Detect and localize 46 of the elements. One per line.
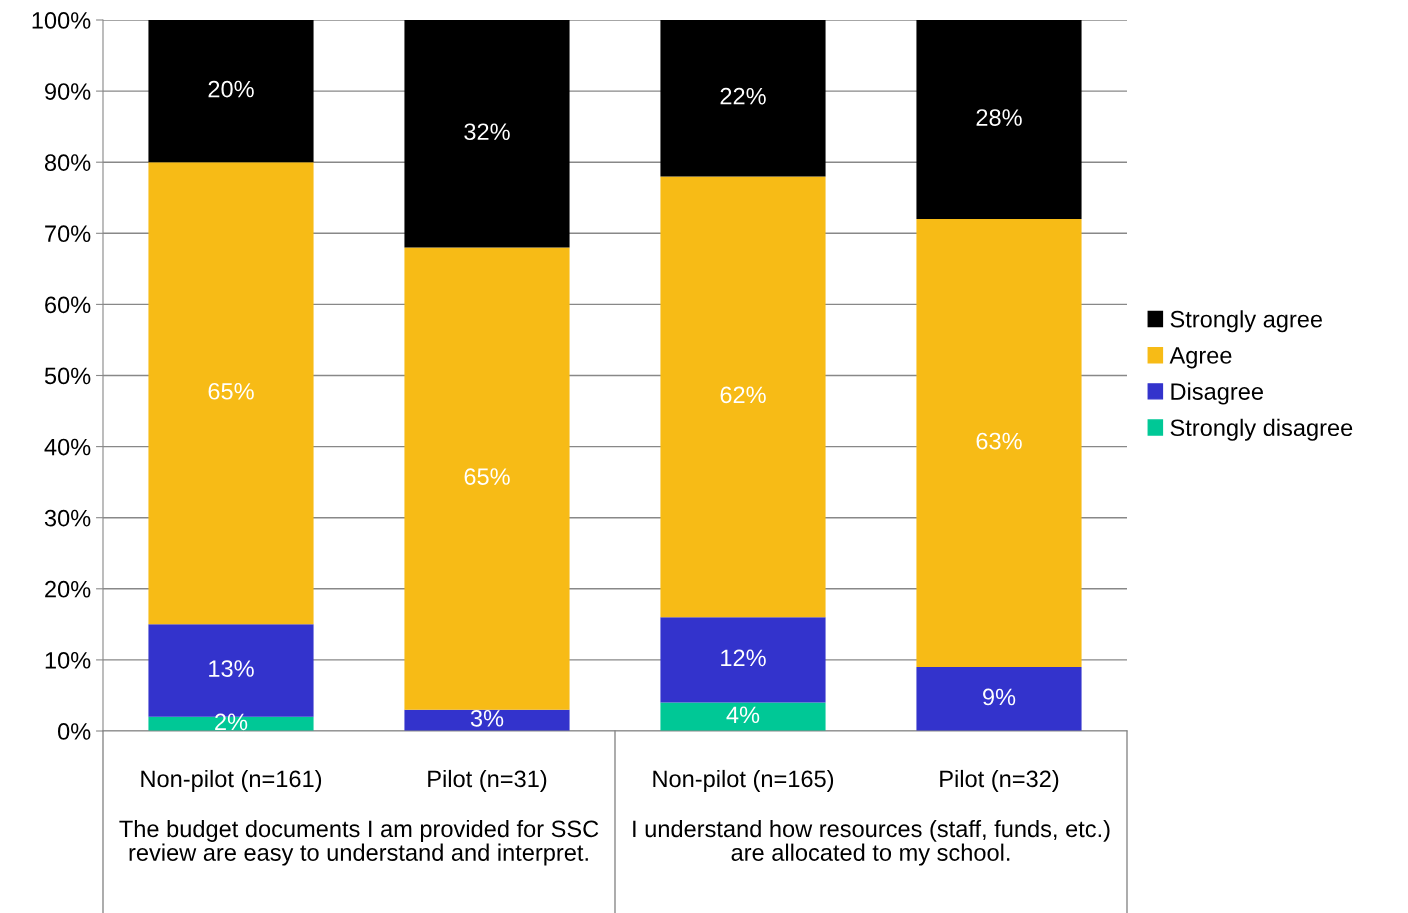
bar	[660, 702, 826, 731]
data-label: 63%	[976, 432, 1022, 450]
y-tick-label: 50%	[44, 367, 91, 385]
bar	[660, 20, 826, 177]
x-tick-label: Pilot (n=31)	[428, 769, 547, 792]
data-label: 65%	[464, 468, 510, 485]
bar	[404, 20, 570, 248]
y-tick-label: 100%	[32, 12, 91, 29]
data-label: 2%	[215, 713, 248, 731]
x-tick-label: Pilot (n=32)	[940, 769, 1059, 792]
data-label: 12%	[721, 649, 766, 667]
legend-label: Agree	[1169, 347, 1232, 369]
data-label: 22%	[720, 87, 766, 105]
data-label: 62%	[720, 386, 766, 404]
data-label: 32%	[464, 123, 510, 141]
y-tick-label: 80%	[44, 154, 91, 171]
bar	[660, 176, 826, 618]
bar	[660, 617, 826, 703]
x-tick-label: Non-pilot (n=165)	[653, 769, 834, 792]
text: The budget documents I am provided for SSC review are easy to understand and interpret.	[119, 819, 599, 866]
data-label: 3%	[470, 709, 504, 727]
bar	[404, 247, 570, 710]
bar	[916, 20, 1082, 220]
y-tick-label: 40%	[44, 438, 91, 456]
bar	[916, 219, 1082, 668]
data-label: 13%	[209, 660, 254, 677]
data-label: 20%	[208, 80, 254, 98]
bar	[916, 667, 1082, 731]
legend-label: Strongly disagree	[1170, 418, 1353, 441]
text: I understand how resources (staff, funds, etc.) are allocated to my school.	[633, 819, 1110, 866]
data-label: 28%	[976, 109, 1022, 126]
y-tick-label: 90%	[45, 83, 91, 100]
y-tick-label: 70%	[45, 225, 91, 243]
bar	[148, 162, 314, 625]
data-label: 9%	[983, 688, 1016, 706]
y-tick-label: 0%	[57, 723, 91, 740]
data-label: 4%	[726, 706, 760, 724]
legend-label: Strongly agree	[1170, 310, 1323, 333]
data-label: 65%	[208, 382, 254, 400]
x-tick-label: Non-pilot (n=161)	[141, 769, 322, 792]
y-tick-label: 10%	[45, 651, 91, 669]
y-tick-label: 30%	[44, 509, 91, 527]
y-tick-label: 60%	[45, 296, 91, 314]
y-tick-label: 20%	[45, 580, 91, 598]
bar	[148, 20, 314, 163]
legend-label: Disagree	[1171, 382, 1263, 405]
